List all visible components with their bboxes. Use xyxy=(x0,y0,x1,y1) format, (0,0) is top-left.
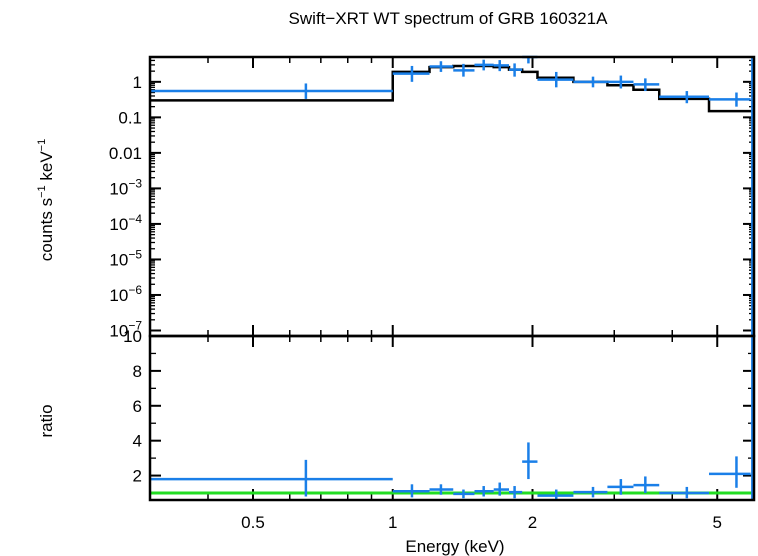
ratio-data-point xyxy=(522,442,538,480)
y-tick-label-base: 10 xyxy=(109,286,128,305)
ratio-data-point xyxy=(709,456,751,488)
x-tick-label: 5 xyxy=(713,513,722,532)
y-tick-label: 10−3 xyxy=(109,176,142,198)
ratio-data-point xyxy=(573,486,608,498)
y-tick-label: 0.1 xyxy=(118,108,142,127)
ratio-y-axis-title: ratio xyxy=(37,404,56,437)
spectrum-data-point xyxy=(633,78,660,92)
spectrum-data-point xyxy=(659,91,710,104)
y-tick-label-exponent: −5 xyxy=(128,247,142,261)
ratio-data-point xyxy=(493,482,510,496)
spectrum-model xyxy=(150,64,754,113)
ratio-y-tick-label: 10 xyxy=(123,327,142,346)
ratio-y-tick-label: 6 xyxy=(133,397,142,416)
y-tick-label: 10−5 xyxy=(109,247,142,269)
ratio-frame xyxy=(148,334,756,502)
y-tick-label: 10−7 xyxy=(109,318,142,340)
spectrum-data-point xyxy=(474,59,494,71)
ratio-data-point xyxy=(607,479,634,495)
spectrum-data-point xyxy=(573,76,608,88)
ratio-data-point xyxy=(392,484,430,498)
y-tick-label: 10−6 xyxy=(109,283,142,305)
y-label-exp2: −1 xyxy=(36,139,48,152)
x-axis-title: Energy (keV) xyxy=(405,537,504,556)
x-tick-label: 2 xyxy=(528,513,537,532)
ratio-ticks xyxy=(149,335,754,500)
chart-title: Swift−XRT WT spectrum of GRB 160321A xyxy=(289,9,609,28)
y-label-kev: keV xyxy=(37,151,56,186)
spectrum-data-point xyxy=(493,60,510,72)
y-label-exp1: −1 xyxy=(36,185,48,198)
ratio-data-point xyxy=(474,486,494,497)
x-tick-label: 1 xyxy=(388,513,397,532)
y-tick-label-base: 10 xyxy=(109,179,128,198)
spectrum-data-point xyxy=(537,71,574,88)
ratio-tick-labels: 2 4 6 8 10 xyxy=(123,327,142,486)
ratio-data-point xyxy=(509,486,523,499)
model-step-line xyxy=(150,64,754,113)
y-tick-label-base: 10 xyxy=(109,321,128,340)
y-tick-label-base: 0.01 xyxy=(109,144,142,163)
x-tick-labels: 0.5 1 2 5 xyxy=(241,513,722,532)
ratio-y-tick-label: 2 xyxy=(133,467,142,486)
ratio-data xyxy=(150,336,754,500)
ratio-data-point xyxy=(453,489,475,499)
ratio-y-tick-label: 4 xyxy=(133,432,142,451)
y-tick-label-base: 10 xyxy=(109,215,128,234)
y-tick-label-base: 1 xyxy=(133,73,142,92)
spectrum-data-point xyxy=(453,63,475,77)
y-tick-label-exponent: −3 xyxy=(128,176,142,190)
y-tick-label: 0.01 xyxy=(109,144,142,163)
y-tick-label-base: 0.1 xyxy=(118,108,142,127)
ratio-data-point xyxy=(659,486,710,499)
spectrum-data-point xyxy=(392,65,430,82)
spectrum-data-point xyxy=(709,92,751,107)
ratio-y-tick-label: 8 xyxy=(133,362,142,381)
y-tick-label-exponent: −7 xyxy=(128,318,142,332)
spectrum-data-point xyxy=(607,75,634,89)
ratio-data-point xyxy=(633,476,660,494)
spectrum-data-point xyxy=(509,63,523,77)
ratio-panel: 2 4 6 8 10 ratio xyxy=(37,327,756,502)
ratio-data-point xyxy=(537,489,574,500)
ratio-data-point xyxy=(150,459,393,497)
ratio-data-point xyxy=(429,484,454,495)
spectrum-y-axis-title: counts s−1 keV−1 xyxy=(36,139,56,261)
x-tick-label: 0.5 xyxy=(241,513,265,532)
spectrum-data-point xyxy=(429,61,454,72)
spectrum-data xyxy=(150,55,754,336)
y-label-counts: counts s xyxy=(37,198,56,261)
spectrum-data-point xyxy=(150,83,393,99)
y-tick-label-exponent: −6 xyxy=(128,283,142,297)
y-tick-label: 10−4 xyxy=(109,212,142,234)
y-tick-label-exponent: −4 xyxy=(128,212,142,226)
y-tick-label-base: 10 xyxy=(109,250,128,269)
y-tick-label: 1 xyxy=(133,73,142,92)
